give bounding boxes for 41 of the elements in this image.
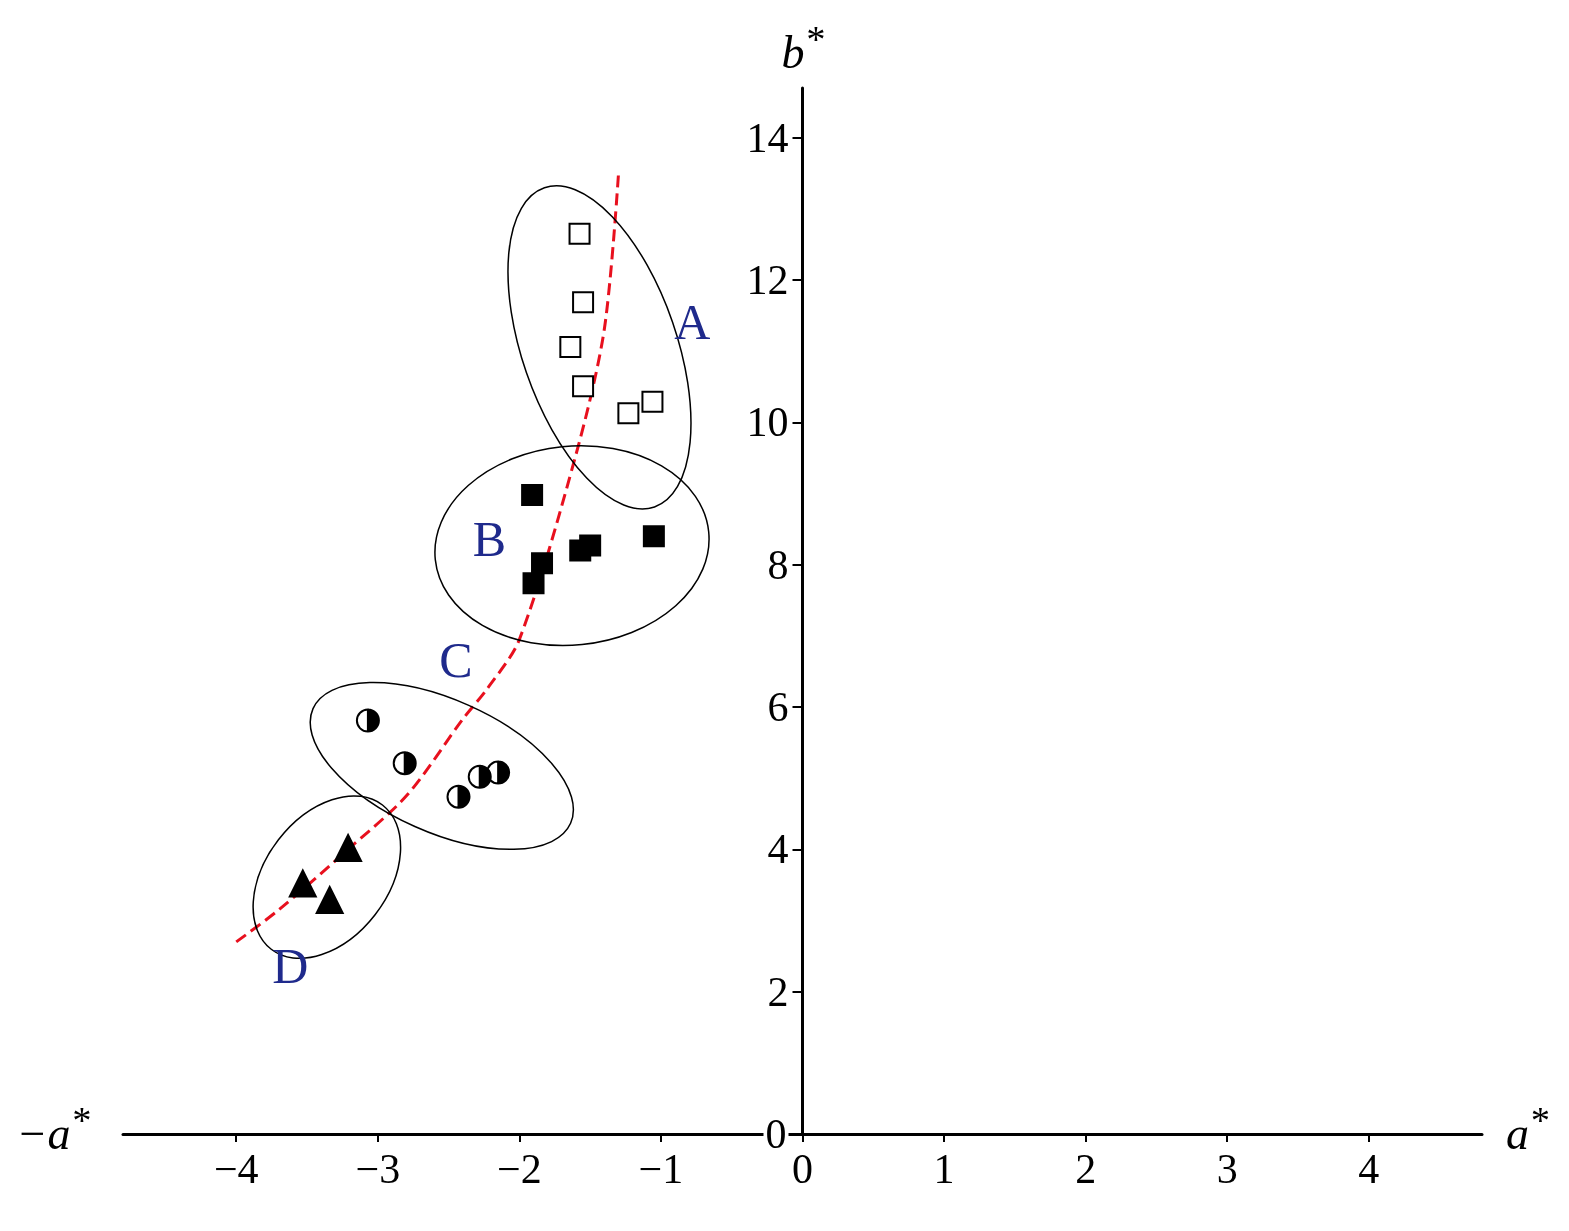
x-axis-title: a$^{*}$ xyxy=(1505,1098,1549,1160)
point xyxy=(315,885,344,914)
y-tick-label: 10 xyxy=(746,399,789,446)
y-axis-title: b$^{*}$ xyxy=(781,17,824,79)
series-label: C xyxy=(439,632,473,689)
x-tick-label: −4 xyxy=(213,1146,259,1192)
y-tick-label: 4 xyxy=(767,826,789,873)
point xyxy=(641,390,664,413)
line-series xyxy=(234,172,620,944)
point xyxy=(288,869,317,898)
x-tick-label: 3 xyxy=(1216,1146,1238,1192)
point xyxy=(355,708,380,733)
point xyxy=(617,402,640,425)
point xyxy=(392,751,417,776)
point xyxy=(559,336,582,359)
point xyxy=(486,760,511,785)
point xyxy=(568,222,591,245)
point xyxy=(572,291,595,314)
x-tick-label: 2 xyxy=(1075,1146,1097,1192)
x-tick-label: −1 xyxy=(638,1146,684,1192)
text: −a$^{*}$ xyxy=(16,1098,90,1160)
x-tick-label: −3 xyxy=(355,1146,401,1192)
y-tick-label: 6 xyxy=(767,684,789,731)
point xyxy=(521,484,544,507)
series-label: A xyxy=(674,294,711,351)
point xyxy=(579,534,602,557)
x-tick-label: 1 xyxy=(933,1146,955,1192)
y-tick-label: 12 xyxy=(746,257,789,304)
point xyxy=(642,525,665,548)
x-tick-label: −2 xyxy=(497,1146,542,1192)
y-tick-label: 8 xyxy=(767,541,789,588)
point xyxy=(446,784,471,809)
point xyxy=(572,375,595,398)
point xyxy=(531,552,554,575)
x-tick-label: 4 xyxy=(1358,1146,1380,1192)
y-tick-label: 0 xyxy=(765,1111,787,1157)
point xyxy=(522,572,545,595)
point xyxy=(334,833,363,862)
y-tick-label: 2 xyxy=(767,968,789,1015)
series-label: B xyxy=(472,510,507,567)
y-tick-label: 14 xyxy=(746,114,789,161)
